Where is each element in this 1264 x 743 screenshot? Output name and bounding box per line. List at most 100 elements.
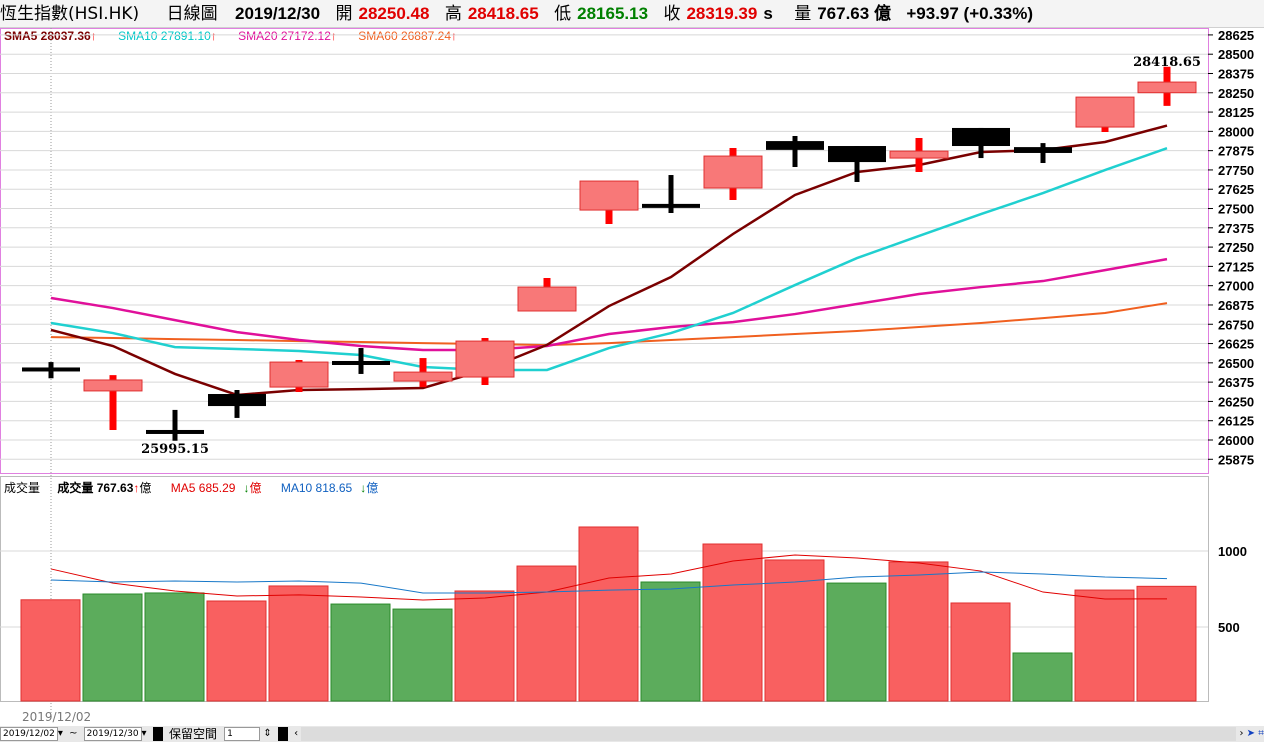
change-value: +93.97 (+0.33%) (906, 4, 1034, 23)
candle-body (766, 141, 824, 150)
high-value: 28418.65 (467, 4, 539, 23)
price-tick-label: 27375 (1218, 221, 1254, 236)
to-date-select[interactable]: 2019/12/30 (83, 727, 142, 741)
candle-body (455, 340, 515, 378)
price-tick-label: 27250 (1218, 240, 1254, 255)
volume-bar (144, 592, 205, 702)
volume-bar (1074, 589, 1135, 702)
max-price-annotation: 28418.65 (1133, 55, 1201, 70)
volume-bar (20, 599, 81, 702)
price-tick-label: 27875 (1218, 144, 1254, 159)
price-tick-label: 26875 (1218, 298, 1254, 313)
volume-tick-label: 1000 (1218, 544, 1247, 559)
from-date-select[interactable]: 2019/12/02 (0, 727, 58, 741)
volume-bar (702, 543, 763, 702)
price-tick-label: 27625 (1218, 182, 1254, 197)
stepper-icon[interactable]: ⇕ (263, 728, 272, 739)
candle-body (208, 394, 266, 407)
volume-bar (268, 585, 329, 702)
volume-bar (330, 603, 391, 702)
close-label: 收 (663, 4, 681, 24)
scrollbar[interactable] (301, 727, 1237, 741)
candle-body (828, 146, 886, 163)
volume-bar (826, 582, 887, 702)
price-tick-label: 26625 (1218, 337, 1254, 352)
price-tick-label: 28000 (1218, 124, 1254, 139)
volume-ma10-line (50, 571, 1168, 594)
volume-bar (454, 590, 515, 702)
volume-bar (640, 581, 701, 702)
candle-body (332, 360, 390, 365)
price-tick-label: 27500 (1218, 202, 1254, 217)
volume-tick-label: 500 (1218, 620, 1240, 635)
candle-body (642, 203, 700, 208)
keep-space-input[interactable]: 1 (224, 727, 261, 741)
sma-legend: SMA5 28037.36↑ SMA10 27891.10↑ SMA20 271… (4, 29, 475, 43)
footer-toolbar: 2019/12/02 ▾ ~ 2019/12/30 ▾ 保留空間 1 ⇕ ‹ › ➤… (0, 726, 1264, 742)
sma10-legend: SMA10 27891.10↑ (118, 29, 217, 43)
candle-body (952, 127, 1010, 147)
sma60-legend: SMA60 26887.24↑ (358, 29, 458, 43)
sma5-line (50, 124, 1168, 397)
volume-label: 量 (794, 4, 812, 24)
scroll-right-icon[interactable]: › (1239, 728, 1244, 739)
volume-legend-value: 成交量 767.63↑億 (57, 481, 152, 495)
color-swatch-icon[interactable] (152, 727, 163, 741)
price-volume-chart[interactable]: 25875 26000 26125 26250 26375 26500 26625 26750… (0, 0, 1264, 726)
sma20-legend: SMA20 27172.12↑ (238, 29, 337, 43)
first-date-label: 2019/12/02 (22, 710, 92, 724)
price-tick-label: 27750 (1218, 163, 1254, 178)
candle-body (889, 150, 949, 159)
open-value: 28250.48 (358, 4, 430, 23)
scroll-left-icon[interactable]: ‹ (294, 728, 299, 739)
candle-body (22, 367, 80, 372)
dropdown-icon[interactable]: ▾ (141, 728, 147, 739)
candle-body (146, 429, 204, 434)
candle-body (517, 286, 577, 312)
sma5-legend: SMA5 28037.36↑ (4, 29, 97, 43)
zoom-fit-icon[interactable]: ⌗ (1258, 728, 1264, 739)
candle-body (393, 371, 453, 382)
volume-bar (578, 526, 639, 702)
price-tick-label: 26375 (1218, 375, 1254, 390)
open-label: 開 (335, 4, 353, 24)
dropdown-icon[interactable]: ▾ (57, 728, 63, 739)
volume-legend: 成交量 成交量 767.63↑億 MA5 685.29 ↓億 MA10 818.6… (4, 479, 394, 496)
price-tick-label: 28625 (1218, 28, 1254, 43)
volume-bar (392, 608, 453, 702)
volume-title: 成交量 (4, 481, 41, 495)
price-tick-label: 26250 (1218, 394, 1254, 409)
low-value: 28165.13 (577, 4, 649, 23)
symbol-name: 恆生指數(HSI.HK) (0, 4, 140, 24)
price-tick-label: 26125 (1218, 414, 1254, 429)
price-tick-label: 25875 (1218, 452, 1254, 467)
candle-body (1075, 96, 1135, 128)
price-tick-label: 28125 (1218, 105, 1254, 120)
price-tick-label: 26750 (1218, 317, 1254, 332)
color-swatch-icon[interactable] (277, 727, 288, 741)
volume-bar (516, 565, 577, 702)
keep-space-label: 保留空間 (168, 727, 217, 741)
sma10-line (50, 146, 1168, 372)
volume-ma5-line (50, 554, 1168, 601)
cursor-tool-icon[interactable]: ➤ (1246, 728, 1256, 739)
ma10-legend: MA10 818.65 ↓億 (280, 481, 379, 495)
ma5-legend: MA5 685.29 ↓億 (170, 481, 262, 495)
price-tick-label: 26000 (1218, 433, 1254, 448)
close-suffix: s (763, 4, 773, 23)
high-label: 高 (444, 4, 462, 24)
price-tick-label: 27000 (1218, 279, 1254, 294)
volume-bar (1136, 585, 1197, 702)
candle-body (1137, 81, 1197, 94)
volume-bar (1012, 652, 1073, 702)
price-tick-label: 28500 (1218, 47, 1254, 62)
sma60-line (50, 302, 1168, 347)
range-separator: ~ (69, 728, 78, 739)
volume-value: 767.63 億 (817, 4, 891, 23)
price-tick-label: 27125 (1218, 259, 1254, 274)
candle-body (579, 180, 639, 211)
volume-bar (206, 600, 267, 702)
volume-bar (82, 593, 143, 702)
quote-date: 2019/12/30 (235, 4, 321, 23)
candle-body (269, 361, 329, 388)
